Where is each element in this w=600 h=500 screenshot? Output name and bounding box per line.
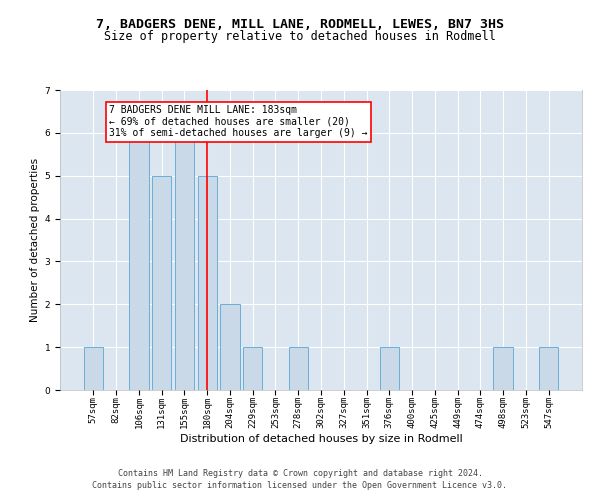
Text: 7 BADGERS DENE MILL LANE: 183sqm
← 69% of detached houses are smaller (20)
31% o: 7 BADGERS DENE MILL LANE: 183sqm ← 69% o… [109,105,368,138]
Text: 7, BADGERS DENE, MILL LANE, RODMELL, LEWES, BN7 3HS: 7, BADGERS DENE, MILL LANE, RODMELL, LEW… [96,18,504,30]
Y-axis label: Number of detached properties: Number of detached properties [31,158,40,322]
Bar [152,176,172,390]
Bar [220,304,239,390]
X-axis label: Distribution of detached houses by size in Rodmell: Distribution of detached houses by size … [179,434,463,444]
Bar [129,133,149,390]
Bar [493,347,513,390]
Bar [197,176,217,390]
Bar [175,133,194,390]
Bar [539,347,558,390]
Text: Contains HM Land Registry data © Crown copyright and database right 2024.: Contains HM Land Registry data © Crown c… [118,468,482,477]
Bar [289,347,308,390]
Bar [84,347,103,390]
Bar [380,347,399,390]
Text: Size of property relative to detached houses in Rodmell: Size of property relative to detached ho… [104,30,496,43]
Bar [243,347,262,390]
Text: Contains public sector information licensed under the Open Government Licence v3: Contains public sector information licen… [92,481,508,490]
